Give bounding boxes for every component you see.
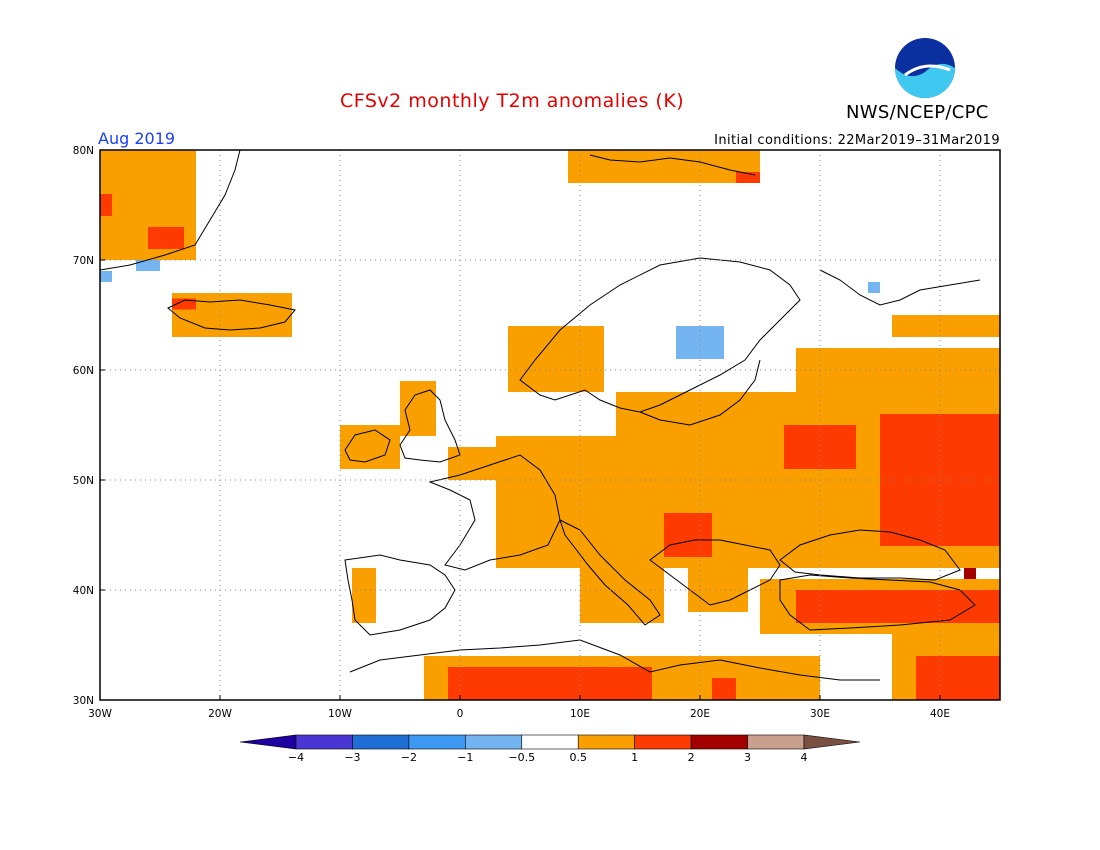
tick-label-lon-7: 40E bbox=[930, 708, 950, 720]
anomaly-region-15 bbox=[616, 392, 796, 436]
coastline-ireland bbox=[344, 429, 391, 463]
colorbar-label-1: −3 bbox=[344, 751, 360, 764]
coastline-italy bbox=[559, 519, 661, 626]
coastline-anatolia bbox=[779, 574, 976, 631]
colorbar-box-1 bbox=[352, 734, 410, 750]
anomaly-region-12 bbox=[448, 447, 496, 480]
colorbar-label-8: 3 bbox=[744, 751, 751, 764]
anomaly-region-32 bbox=[868, 282, 880, 293]
anomaly-region-14 bbox=[352, 568, 376, 623]
coastline-iceland bbox=[167, 299, 296, 331]
coastline-iberia bbox=[344, 554, 456, 636]
colorbar-box-8 bbox=[747, 734, 805, 750]
colorbar-box-2 bbox=[408, 734, 466, 750]
map-frame bbox=[99, 149, 1001, 701]
coastlines bbox=[99, 149, 981, 681]
coastline-scandinavia bbox=[519, 257, 801, 413]
noaa-logo bbox=[895, 38, 955, 98]
tick-label-lon-1: 20W bbox=[208, 708, 232, 720]
colorbar-label-6: 1 bbox=[631, 751, 638, 764]
tick-label-lat-0: 30N bbox=[73, 695, 94, 707]
colorbar-label-7: 2 bbox=[688, 751, 695, 764]
coastline-north-africa bbox=[349, 639, 880, 681]
anomaly-region-7 bbox=[568, 150, 760, 183]
colorbar-label-5: 0.5 bbox=[569, 751, 587, 764]
anomaly-region-8 bbox=[736, 172, 760, 183]
tick-label-lat-5: 80N bbox=[73, 145, 94, 157]
anomaly-region-10 bbox=[340, 425, 400, 469]
coastline-white-sea bbox=[819, 269, 981, 306]
tick-label-lon-0: 30W bbox=[88, 708, 112, 720]
colorbar-label-4: −0.5 bbox=[508, 751, 535, 764]
colorbar-box-0 bbox=[295, 734, 353, 750]
tick-label-lat-2: 50N bbox=[73, 475, 94, 487]
coastline-black-sea bbox=[779, 529, 961, 581]
colorbar-label-9: 4 bbox=[801, 751, 808, 764]
anomaly-region-2 bbox=[100, 194, 112, 216]
anomaly-region-6 bbox=[172, 298, 196, 310]
anomaly-region-33 bbox=[892, 315, 1000, 337]
agency-label: NWS/NCEP/CPC bbox=[846, 102, 989, 123]
forecast-period: Aug 2019 bbox=[98, 129, 176, 148]
colorbar-box-7 bbox=[690, 734, 748, 750]
colorbar-label-0: −4 bbox=[288, 751, 304, 764]
graticule bbox=[100, 150, 1000, 700]
anomaly-regions bbox=[100, 150, 1000, 700]
colorbar-box-5 bbox=[577, 734, 635, 750]
coastline-svalbard bbox=[589, 154, 756, 176]
tick-label-lon-5: 20E bbox=[690, 708, 710, 720]
anomaly-region-21 bbox=[580, 546, 664, 623]
anomaly-region-22 bbox=[688, 568, 748, 612]
colorbar-box-6 bbox=[634, 734, 692, 750]
tick-label-lat-4: 70N bbox=[73, 255, 94, 267]
tick-label-lat-1: 40N bbox=[73, 585, 94, 597]
initial-conditions: Initial conditions: 22Mar2019–31Mar2019 bbox=[714, 133, 1000, 148]
colorbar-min-arrow bbox=[239, 734, 297, 750]
coastline-france bbox=[428, 454, 561, 571]
colorbar-label-3: −1 bbox=[457, 751, 473, 764]
chart-title: CFSv2 monthly T2m anomalies (K) bbox=[340, 90, 685, 112]
anomaly-region-31 bbox=[676, 326, 724, 359]
anomaly-region-1 bbox=[148, 227, 184, 249]
colorbar-box-4 bbox=[521, 734, 579, 750]
colorbar-box-3 bbox=[465, 734, 523, 750]
anomaly-region-24 bbox=[796, 590, 1000, 623]
tick-label-lat-3: 60N bbox=[73, 365, 94, 377]
colorbar: −4 −3 −2 −1 −0.5 0.5 1 2 3 4 bbox=[239, 734, 861, 764]
coastline-britain bbox=[399, 389, 461, 463]
tick-label-lon-4: 10E bbox=[570, 708, 590, 720]
anomaly-region-3 bbox=[100, 271, 112, 282]
anomaly-region-30 bbox=[916, 656, 1000, 700]
anomaly-region-9 bbox=[508, 326, 604, 392]
colorbar-label-2: −2 bbox=[401, 751, 417, 764]
anomaly-region-27 bbox=[448, 667, 652, 700]
anomaly-region-4 bbox=[136, 260, 160, 271]
tick-label-lon-6: 30E bbox=[810, 708, 830, 720]
anomaly-region-18 bbox=[784, 425, 856, 469]
coastline-balkans bbox=[649, 539, 781, 606]
axis-ticks: 30W 20W 10W 0 10E 20E 30E 40E 30N 40N 50N 60N 70N 80N bbox=[73, 145, 950, 720]
coastline-greenland bbox=[99, 149, 241, 271]
anomaly-region-25 bbox=[964, 568, 976, 579]
colorbar-max-arrow bbox=[803, 734, 861, 750]
tick-label-lon-3: 0 bbox=[457, 708, 464, 720]
anomaly-region-28 bbox=[712, 678, 736, 700]
coastline-baltic bbox=[639, 359, 761, 426]
anomaly-region-20 bbox=[664, 513, 712, 557]
tick-label-lon-2: 10W bbox=[328, 708, 352, 720]
